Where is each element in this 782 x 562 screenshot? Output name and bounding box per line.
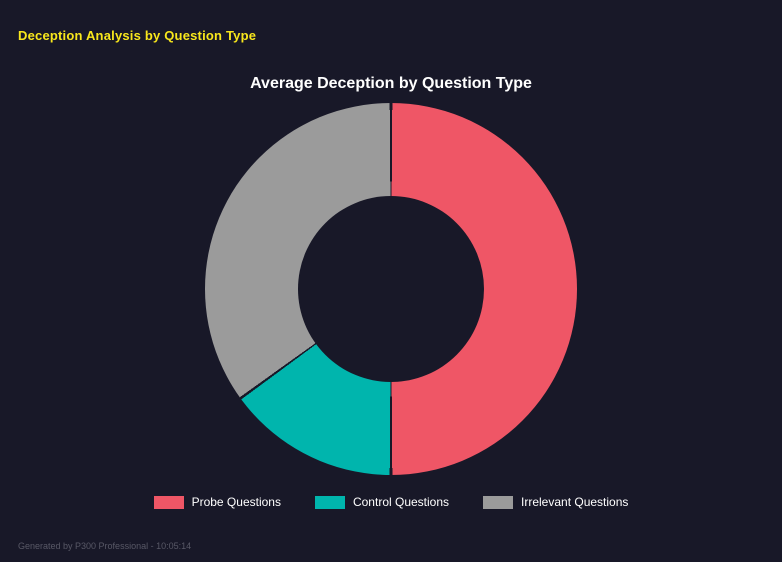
chart-area: Average Deception by Question Type Probe… — [0, 74, 782, 509]
legend-label: Control Questions — [352, 495, 450, 509]
legend-swatch — [153, 495, 184, 509]
legend-label: Probe Questions — [191, 495, 281, 509]
chart-title: Average Deception by Question Type — [250, 75, 532, 92]
legend-swatch — [483, 495, 514, 509]
donut-chart — [205, 103, 577, 475]
footer-note: Generated by P300 Professional - 10:05:1… — [18, 541, 192, 551]
legend-swatch — [314, 495, 345, 509]
chart-legend: Probe Questions Control Questions Irreleva… — [153, 495, 628, 509]
legend-label: Irrelevant Questions — [521, 495, 629, 509]
legend-item[interactable]: Probe Questions — [153, 495, 281, 509]
donut-hole — [298, 196, 484, 382]
report-title: Deception Analysis by Question Type — [18, 28, 257, 43]
legend-item[interactable]: Control Questions — [314, 495, 450, 509]
legend-item[interactable]: Irrelevant Questions — [483, 495, 628, 509]
